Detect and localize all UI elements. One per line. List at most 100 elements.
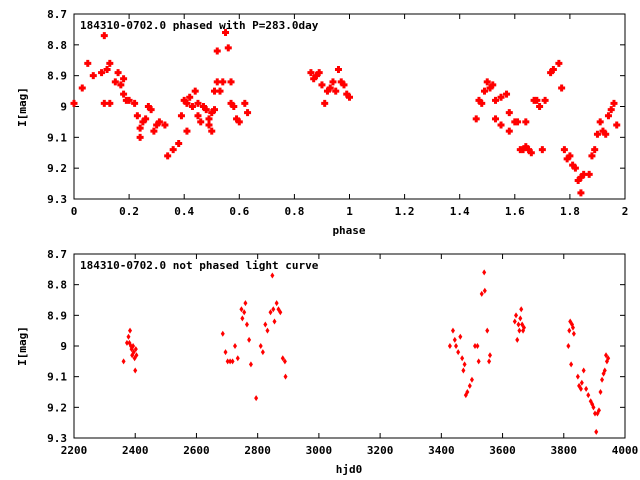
data-point <box>227 78 235 86</box>
data-point <box>497 121 505 129</box>
data-point <box>258 343 263 349</box>
top-x-axis-label: phase <box>332 224 365 237</box>
data-point <box>225 358 230 365</box>
data-point <box>337 78 345 86</box>
data-point <box>272 318 277 325</box>
data-point <box>569 161 577 169</box>
data-point <box>476 358 481 365</box>
data-point <box>519 306 524 313</box>
x-tick-label: 1 <box>346 205 353 218</box>
data-point <box>216 87 224 95</box>
data-point <box>452 336 457 343</box>
bottom-x-axis-label: hjd0 <box>336 463 363 476</box>
data-point <box>194 112 202 120</box>
data-point <box>473 343 478 349</box>
data-point <box>70 99 78 107</box>
data-point <box>247 336 252 343</box>
data-point <box>525 146 533 154</box>
y-tick-label: 9 <box>60 340 67 353</box>
data-point <box>244 109 252 117</box>
data-point <box>120 90 128 98</box>
x-tick-label: 3600 <box>489 444 516 457</box>
top-panel: 184310-0702.0 phased with P=283.0day pha… <box>16 8 628 237</box>
data-point <box>213 47 221 55</box>
data-point <box>579 379 584 386</box>
data-point <box>593 410 598 417</box>
data-point <box>555 59 563 67</box>
data-point <box>581 367 586 374</box>
data-point <box>593 130 601 138</box>
x-tick-label: 2600 <box>183 444 210 457</box>
data-point <box>519 146 527 154</box>
data-point <box>175 140 183 147</box>
data-point <box>282 358 287 365</box>
data-point <box>606 355 611 362</box>
x-tick-label: 3200 <box>367 444 394 457</box>
data-point <box>321 99 329 107</box>
data-point <box>186 93 194 101</box>
data-point <box>586 392 591 399</box>
x-tick-label: 3800 <box>551 444 578 457</box>
y-tick-label: 9.2 <box>47 162 67 175</box>
data-point <box>103 66 111 73</box>
x-tick-label: 1.6 <box>505 205 525 218</box>
data-point <box>205 115 213 123</box>
data-point <box>594 428 599 435</box>
data-point <box>120 75 128 83</box>
data-point <box>461 367 466 374</box>
data-point <box>254 395 259 402</box>
data-point <box>155 118 163 126</box>
data-point <box>480 87 488 95</box>
data-point <box>472 115 480 123</box>
data-point <box>244 321 249 328</box>
data-point <box>235 355 240 362</box>
data-point <box>574 177 582 184</box>
data-point <box>567 327 572 334</box>
data-point <box>84 59 92 67</box>
data-point <box>223 349 228 356</box>
y-tick-label: 8.8 <box>47 279 67 292</box>
data-point <box>111 78 119 86</box>
data-point <box>126 333 131 340</box>
bottom-plot-title: 184310-0702.0 not phased light curve <box>80 259 319 272</box>
data-point <box>211 106 219 114</box>
data-point <box>230 358 235 365</box>
data-point <box>488 352 493 359</box>
data-point <box>533 96 541 104</box>
y-tick-label: 8.9 <box>47 309 67 322</box>
data-point <box>599 127 607 135</box>
y-tick-label: 9.3 <box>47 193 67 206</box>
data-point <box>233 115 241 123</box>
y-tick-label: 9.1 <box>47 371 67 384</box>
data-point <box>239 306 244 313</box>
bottom-panel: 184310-0702.0 not phased light curve hjd… <box>16 248 638 476</box>
data-point <box>243 300 248 307</box>
data-point <box>124 339 129 346</box>
data-point <box>117 81 125 89</box>
data-point <box>458 333 463 340</box>
data-point <box>515 336 520 343</box>
data-point <box>575 373 580 380</box>
data-point <box>560 146 568 154</box>
data-point <box>260 349 265 356</box>
data-point <box>278 309 283 316</box>
y-tick-label: 8.8 <box>47 39 67 52</box>
top-points <box>70 29 621 197</box>
data-point <box>202 106 210 114</box>
y-tick-label: 9.2 <box>47 401 67 414</box>
bottom-y-axis-label: I[mag] <box>16 326 29 366</box>
bottom-plot-frame <box>73 253 626 439</box>
data-point <box>125 96 133 104</box>
data-point <box>522 118 530 126</box>
data-point <box>602 367 607 374</box>
data-point <box>208 109 216 117</box>
data-point <box>161 121 169 129</box>
data-point <box>233 343 238 349</box>
data-point <box>602 130 610 138</box>
y-tick-label: 8.9 <box>47 70 67 83</box>
x-tick-label: 2800 <box>244 444 271 457</box>
data-point <box>475 96 483 104</box>
data-point <box>549 66 557 73</box>
data-point <box>283 373 288 380</box>
data-point <box>536 103 544 110</box>
